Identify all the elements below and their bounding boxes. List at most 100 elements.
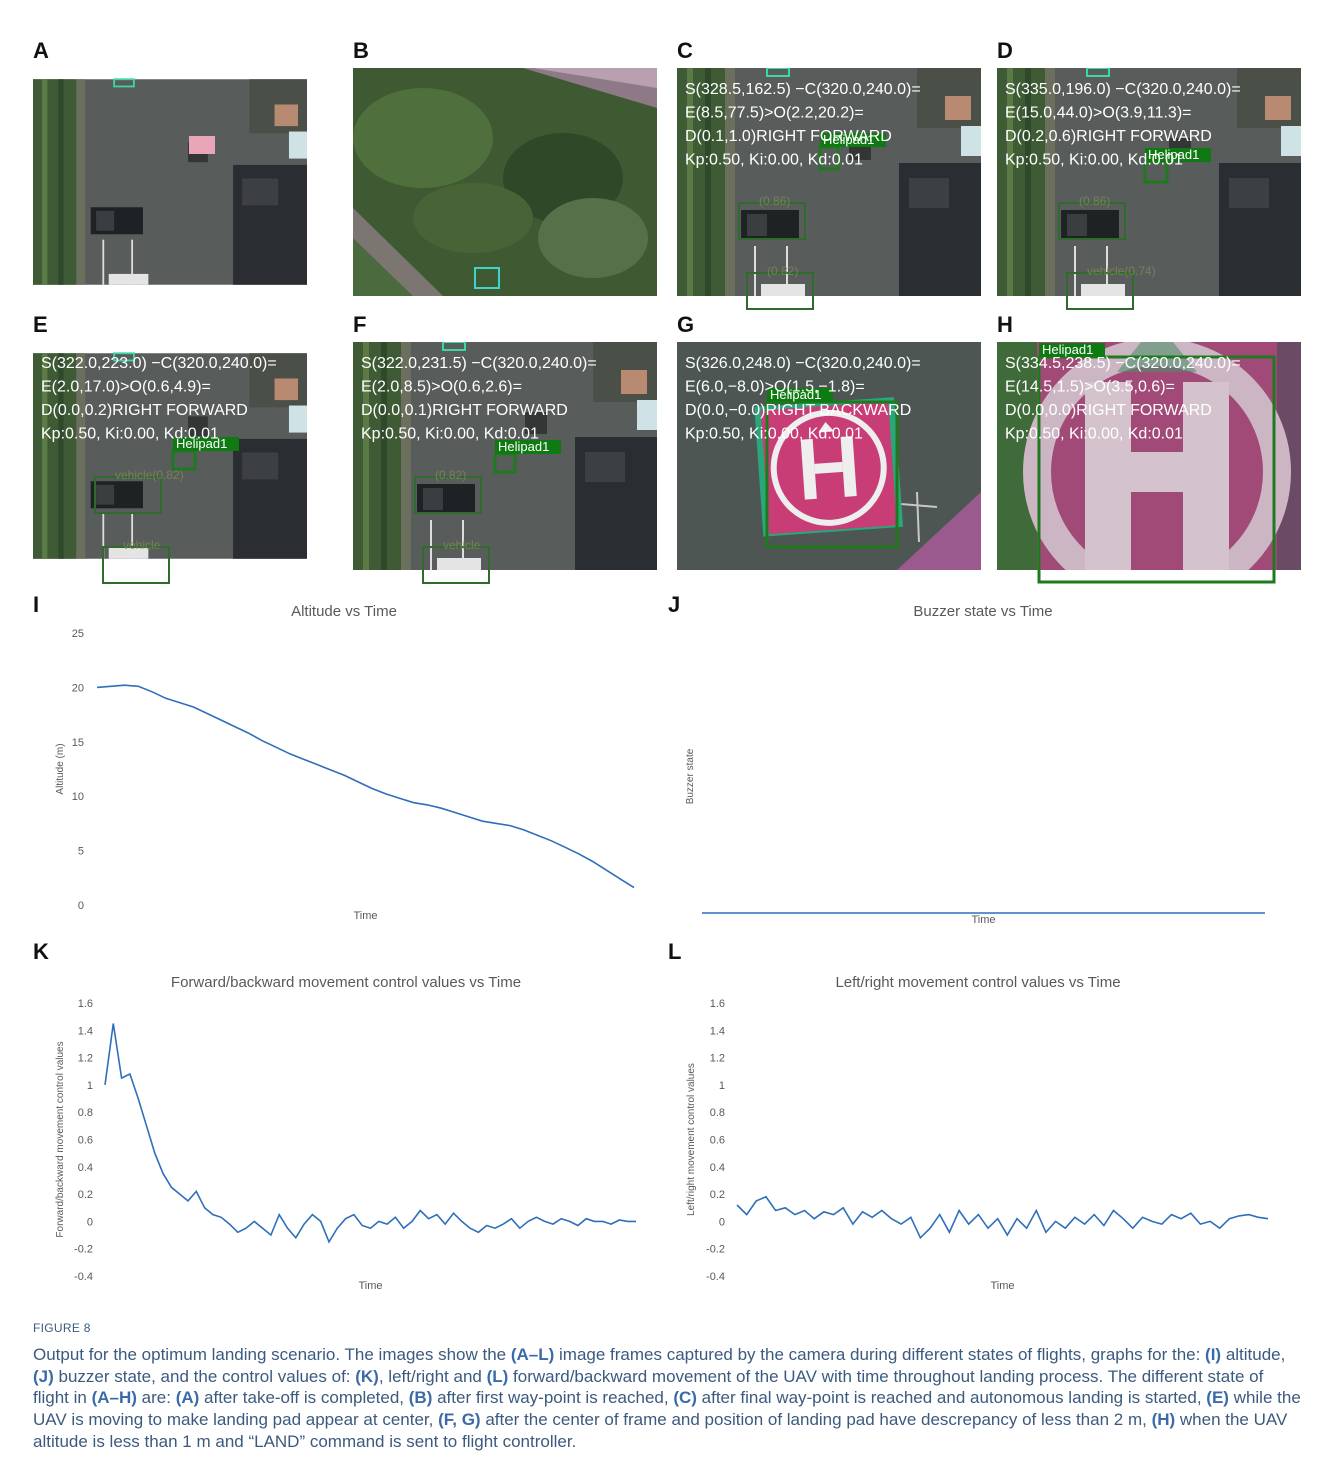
panel-label: F (353, 312, 366, 337)
figure: (0.86)(0.82)Helipad1S(328.5,162.5) −C(32… (0, 0, 1328, 1310)
overlay-text: E(15.0,44.0)>O(3.9,11.3)= (1005, 105, 1191, 122)
y-tick-label: 0 (87, 1216, 93, 1228)
caption-text: Output for the optimum landing scenario.… (33, 1344, 1301, 1453)
y-tick-label: 15 (72, 737, 84, 749)
y-tick-label: -0.4 (74, 1271, 93, 1283)
x-axis-label: Time (990, 1280, 1014, 1292)
overlay-text: Kp:0.50, Ki:0.00, Kd:0.01 (361, 426, 539, 443)
y-tick-label: 1 (719, 1080, 725, 1092)
y-tick-label: 0 (719, 1216, 725, 1228)
caption-run: , left/right and (379, 1367, 487, 1386)
y-axis-label: Altitude (m) (55, 743, 66, 794)
overlay-text: S(322.0,223.0) −C(320.0,240.0)= (41, 355, 277, 372)
overlay-text: E(8.5,77.5)>O(2.2,20.2)= (685, 105, 864, 122)
caption-ref: (I) (1205, 1345, 1221, 1364)
caption-ref: (E) (1206, 1388, 1229, 1407)
caption-run: after first way-point is reached, (432, 1388, 673, 1407)
y-tick-label: 0.8 (710, 1107, 725, 1119)
chart-title: Forward/backward movement control values… (171, 974, 521, 991)
caption-run: are: (137, 1388, 176, 1407)
caption-ref: (K) (355, 1367, 379, 1386)
overlay-text: D(0.0,0.1)RIGHT FORWARD (361, 402, 568, 419)
overlay-text: E(6.0,−8.0)>O(1.5,−1.8)= (685, 379, 865, 396)
caption-run: buzzer state, and the control values of: (54, 1367, 355, 1386)
y-tick-label: -0.2 (74, 1244, 93, 1256)
vehicle-label: (0.86) (1079, 194, 1110, 208)
caption-run: after final way-point is reached and aut… (697, 1388, 1206, 1407)
panel-label: D (997, 38, 1013, 63)
helipad (189, 136, 215, 154)
overlay-text: E(2.0,8.5)>O(0.6,2.6)= (361, 379, 522, 396)
caption-ref: (A–L) (511, 1345, 554, 1364)
chart-title: Buzzer state vs Time (913, 603, 1052, 620)
panel-label: L (668, 939, 681, 964)
y-tick-label: 0.6 (710, 1135, 725, 1147)
y-tick-label: 1.2 (78, 1053, 93, 1065)
overlay-text: S(328.5,162.5) −C(320.0,240.0)= (685, 81, 921, 98)
aerial-image (677, 342, 981, 570)
panel-label: K (33, 939, 49, 964)
caption-ref: (J) (33, 1367, 54, 1386)
caption-ref: (B) (409, 1388, 433, 1407)
caption-run: image frames captured by the camera duri… (554, 1345, 1205, 1364)
panel-label: B (353, 38, 369, 63)
overlay-text: Kp:0.50, Ki:0.00, Kd:0.01 (1005, 152, 1183, 169)
y-tick-label: 1.6 (78, 998, 93, 1010)
aerial-image (353, 68, 657, 296)
overlay-text: D(0.0,−0.0)RIGHT BACKWARD (685, 402, 911, 419)
overlay-text: D(0.2,0.6)RIGHT FORWARD (1005, 128, 1212, 145)
y-tick-label: 1 (87, 1080, 93, 1092)
overlay-text: S(335.0,196.0) −C(320.0,240.0)= (1005, 81, 1241, 98)
y-tick-label: 0.8 (78, 1107, 93, 1119)
overlay-text: D(0.1,1.0)RIGHT FORWARD (685, 128, 892, 145)
caption-run: altitude, (1221, 1345, 1285, 1364)
y-tick-label: 1.6 (710, 998, 725, 1010)
y-axis-label: Buzzer state (685, 748, 696, 804)
y-tick-label: 0.6 (78, 1135, 93, 1147)
y-tick-label: 20 (72, 682, 84, 694)
caption-run: after the center of frame and position o… (481, 1410, 1152, 1429)
caption-ref: (F, G) (438, 1410, 481, 1429)
aerial-image (353, 342, 657, 570)
y-tick-label: 0.4 (78, 1162, 93, 1174)
vehicle-label: vehicle(0.74) (1087, 264, 1156, 278)
photo-panel: (0.86)vehicle(0.74)Helipad1S(335.0,196.0… (997, 68, 1301, 309)
y-tick-label: 0.4 (710, 1162, 725, 1174)
y-tick-label: 10 (72, 791, 84, 803)
caption-ref: (A) (176, 1388, 200, 1407)
y-tick-label: 1.4 (710, 1025, 725, 1037)
photo-panel: (0.86)(0.82)Helipad1S(328.5,162.5) −C(32… (677, 68, 981, 309)
y-tick-label: 25 (72, 628, 84, 640)
data-line (737, 1197, 1268, 1238)
y-axis-label: Left/right movement control values (686, 1063, 697, 1216)
overlay-text: D(0.0,0.2)RIGHT FORWARD (41, 402, 248, 419)
overlay-text: S(322.0,231.5) −C(320.0,240.0)= (361, 355, 597, 372)
vehicle-label: vehicle (443, 538, 481, 552)
photo-panel (353, 68, 657, 296)
panel-label: E (33, 312, 48, 337)
overlay-text: E(14.5,1.5)>O(3.5,0.6)= (1005, 379, 1175, 396)
overlay-text: S(326.0,248.0) −C(320.0,240.0)= (685, 355, 921, 372)
caption-ref: (C) (673, 1388, 697, 1407)
chart-title: Left/right movement control values vs Ti… (835, 974, 1120, 991)
overlay-text: D(0.0,0.0)RIGHT FORWARD (1005, 402, 1212, 419)
y-tick-label: 5 (78, 846, 84, 858)
aerial-image (677, 68, 981, 296)
overlay-text: E(2.0,17.0)>O(0.6,4.9)= (41, 379, 211, 396)
photo-panel: Helipad1S(326.0,248.0) −C(320.0,240.0)=E… (677, 342, 981, 570)
caption-ref: (L) (487, 1367, 509, 1386)
caption-run: after take-off is completed, (199, 1388, 408, 1407)
panel-label: A (33, 38, 49, 63)
data-line (97, 685, 634, 887)
figure-label: FIGURE 8 (33, 1318, 1301, 1340)
caption-ref: (A–H) (92, 1388, 137, 1407)
overlay-text: Kp:0.50, Ki:0.00, Kd:0.01 (41, 426, 219, 443)
photo-panel (33, 79, 307, 285)
vehicle-label: (0.82) (767, 264, 798, 278)
y-tick-label: -0.4 (706, 1271, 725, 1283)
x-axis-label: Time (971, 914, 995, 926)
photo-panel: (0.82)vehicleHelipad1S(322.0,231.5) −C(3… (353, 342, 657, 583)
y-tick-label: -0.2 (706, 1244, 725, 1256)
vehicle-label: (0.82) (435, 468, 466, 482)
